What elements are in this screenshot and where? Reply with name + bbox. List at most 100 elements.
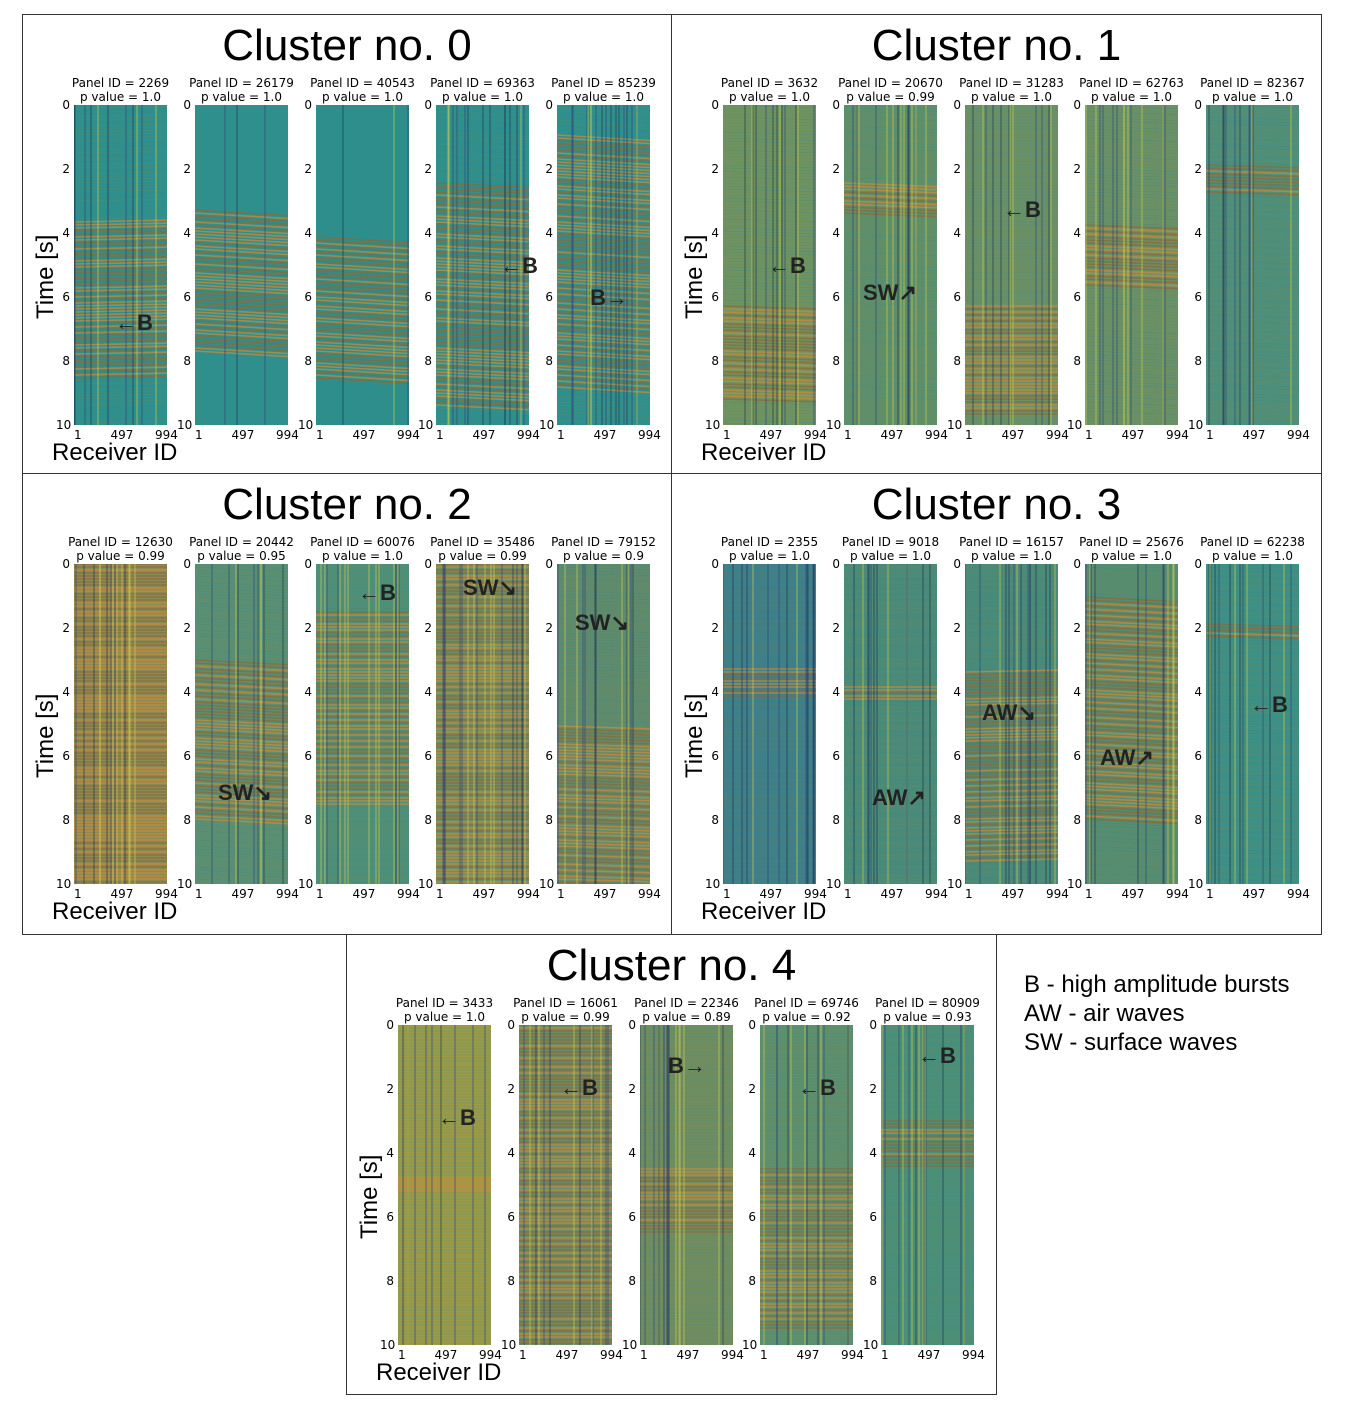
annotation-b: ←B <box>358 580 396 606</box>
texture-line <box>74 360 167 364</box>
p-value-label: p value = 0.99 <box>521 1010 610 1024</box>
texture-line <box>74 120 167 124</box>
seismic-panel-image <box>436 105 529 425</box>
y-tick-label: 10 <box>177 877 193 891</box>
y-tick-label: 0 <box>545 98 553 112</box>
annotation-b: ←B <box>1003 197 1041 223</box>
y-tick-label: 4 <box>628 1146 636 1160</box>
texture-line <box>723 233 816 238</box>
p-value-label: p value = 1.0 <box>322 549 403 563</box>
panel-background <box>844 564 937 884</box>
texture-line <box>74 123 167 127</box>
x-tick-label: 497 <box>472 428 496 442</box>
texture-line <box>195 623 288 630</box>
x-tick-label: 994 <box>517 428 540 442</box>
texture-line <box>723 107 816 112</box>
texture-line <box>557 692 650 697</box>
y-tick-label: 8 <box>304 354 312 368</box>
x-tick-label: 497 <box>593 887 617 901</box>
y-tick-label: 8 <box>953 813 961 827</box>
y-tick-label: 2 <box>953 162 961 176</box>
texture-line <box>195 869 288 876</box>
texture-line <box>723 302 816 307</box>
texture-line <box>195 875 288 882</box>
texture-line <box>723 227 816 232</box>
y-tick-label: 6 <box>386 1210 394 1224</box>
y-tick-label: 10 <box>863 1338 879 1352</box>
texture-line <box>195 776 288 783</box>
y-tick-label: 4 <box>304 685 312 699</box>
texture-line <box>723 338 816 343</box>
annotation-label: AW <box>1100 745 1136 770</box>
seismic-panel <box>316 105 409 425</box>
y-tick-label: 0 <box>304 98 312 112</box>
texture-line <box>557 590 650 595</box>
texture-line <box>195 569 288 576</box>
texture-line <box>557 749 650 754</box>
x-tick-label: 497 <box>676 1348 700 1362</box>
texture-line <box>74 357 167 361</box>
texture-line <box>557 731 650 736</box>
texture-line <box>557 776 650 781</box>
panel-id-label: Panel ID = 82367 <box>1200 76 1305 90</box>
texture-line <box>195 707 288 714</box>
texture-line <box>557 569 650 574</box>
texture-line <box>723 206 816 211</box>
texture-line <box>557 680 650 685</box>
time-axis-label: Time [s] <box>32 234 59 319</box>
texture-line <box>723 365 816 370</box>
texture-line <box>195 824 288 831</box>
y-tick-label: 2 <box>424 621 432 635</box>
y-tick-label: 4 <box>1073 226 1081 240</box>
x-tick-label: 994 <box>804 428 827 442</box>
texture-line <box>195 851 288 858</box>
texture-line <box>557 785 650 790</box>
texture-line <box>557 668 650 673</box>
texture-line <box>557 857 650 862</box>
seismic-panel <box>195 564 288 884</box>
y-tick-label: 2 <box>711 621 719 635</box>
texture-line <box>195 788 288 795</box>
y-tick-label: 6 <box>832 290 840 304</box>
y-tick-label: 2 <box>62 162 70 176</box>
texture-line <box>557 815 650 820</box>
y-tick-label: 0 <box>62 557 70 571</box>
texture-line <box>74 267 167 271</box>
texture-line <box>195 338 288 346</box>
texture-line <box>195 809 288 816</box>
texture-line <box>723 281 816 286</box>
texture-line <box>723 278 816 283</box>
texture-line <box>195 773 288 780</box>
texture-line <box>195 635 288 642</box>
arrow-icon: ↗ <box>1135 745 1154 770</box>
texture-line <box>74 273 167 277</box>
texture-line <box>195 812 288 819</box>
arrow-icon: ↘ <box>253 780 272 805</box>
panel-id-label: Panel ID = 3632 <box>720 76 819 90</box>
y-tick-label: 0 <box>832 98 840 112</box>
texture-line <box>195 233 288 241</box>
texture-line <box>723 266 816 271</box>
y-tick-label: 10 <box>742 1338 758 1352</box>
texture-line <box>557 566 650 571</box>
texture-line <box>723 260 816 265</box>
texture-line <box>195 677 288 684</box>
texture-line <box>195 737 288 744</box>
annotation-label: B <box>1025 197 1041 222</box>
y-tick-label: 2 <box>711 162 719 176</box>
texture-line <box>195 578 288 585</box>
y-tick-label: 2 <box>507 1082 515 1096</box>
texture-line <box>195 329 288 337</box>
y-tick-label: 8 <box>1073 354 1081 368</box>
texture-line <box>74 336 167 340</box>
annotation-label: B <box>820 1075 836 1100</box>
texture-line <box>557 695 650 700</box>
texture-line <box>195 881 244 884</box>
texture-line <box>195 845 288 852</box>
texture-line <box>74 192 167 196</box>
texture-line <box>195 728 288 735</box>
x-tick-label: 1 <box>436 887 444 901</box>
texture-line <box>723 263 816 268</box>
seismic-panel <box>1085 564 1178 884</box>
x-tick-label: 497 <box>231 887 255 901</box>
